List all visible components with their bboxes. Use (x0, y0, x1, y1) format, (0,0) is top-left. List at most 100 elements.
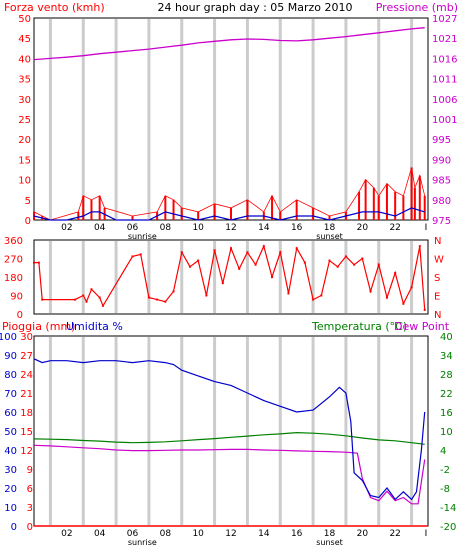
x-tick-label: I (425, 223, 428, 233)
wind-direction-point (156, 298, 159, 301)
x-tick-label: 20 (357, 529, 369, 539)
wind-speed-title: Forza vento (kmh) (4, 1, 105, 14)
x-tick-label: 12 (225, 529, 236, 539)
pressure-tick-label: 1021 (432, 34, 457, 45)
rain-tick-label: 0 (27, 522, 33, 533)
direction-compass-tick-label: N (434, 310, 441, 321)
pressure-title: Pressione (mb) (376, 1, 458, 14)
direction-degrees-axis: 0 90 180 270 360 (4, 236, 23, 321)
rain-humidity-plot-border (33, 335, 429, 527)
x-tick-label: 22 (389, 223, 400, 233)
wind-direction-point (262, 245, 265, 248)
x-tick-label: I (425, 529, 428, 539)
wind-speed-tick-label: 45 (18, 34, 31, 45)
wind-direction-plot-border (33, 239, 429, 315)
rain-title: Pioggia (mm) (2, 320, 75, 333)
direction-compass-tick-label: S (434, 273, 440, 284)
wind-direction-point (74, 298, 77, 301)
wind-direction-point (394, 271, 397, 274)
wind-direction-point (230, 247, 232, 250)
humidity-tick-label: 60 (4, 408, 17, 419)
direction-degree-tick-label: 90 (10, 292, 23, 303)
humidity-tick-label: 100 (0, 332, 17, 343)
wind-direction-point (197, 259, 200, 262)
rain-humidity-grid (48, 337, 414, 525)
direction-degree-tick-label: 0 (17, 310, 23, 321)
humidity-tick-label: 40 (4, 446, 17, 457)
wind-direction-point (180, 251, 183, 254)
wind-speed-tick-label: 35 (18, 75, 31, 86)
pressure-tick-label: 1011 (432, 75, 457, 86)
wind-direction-point (320, 294, 323, 297)
humidity-title: Umidita % (66, 320, 123, 333)
pressure-tick-label: 980 (432, 196, 451, 207)
wind-average-line (33, 207, 425, 221)
wind-pressure-panel: 0 5 10 15 20 25 30 35 40 45 50 975 980 985 990 995 1001… (18, 14, 457, 241)
wind-gust-line (33, 167, 426, 221)
pressure-tick-label: 1027 (432, 14, 457, 25)
humidity-tick-label: 70 (4, 389, 17, 400)
wind-direction-point (353, 263, 356, 266)
wind-speed-tick-label: 30 (18, 95, 31, 106)
wind-direction-point (172, 290, 175, 293)
x-tick-label: 12 (225, 223, 236, 233)
x-tick-label: 06 (127, 529, 139, 539)
wind-direction-point (271, 276, 274, 278)
x-tick-label: 14 (258, 223, 270, 233)
x-tick-label: 10 (192, 529, 204, 539)
pressure-line (33, 27, 425, 61)
humidity-tick-label: 80 (4, 370, 17, 381)
x-tick-label: 10 (192, 223, 204, 233)
pressure-tick-label: 1006 (432, 95, 457, 106)
wind-speed-tick-label: 10 (18, 176, 31, 187)
humidity-tick-label: 20 (4, 484, 17, 495)
temperature-tick-label: 22 (440, 389, 453, 400)
humidity-tick-label: 10 (4, 503, 17, 514)
temperature-tick-label: -20 (440, 522, 456, 533)
pressure-tick-label: 1016 (432, 54, 457, 65)
x-tick-label: 02 (61, 223, 72, 233)
pressure-tick-label: 985 (432, 176, 451, 187)
wind-speed-tick-label: 50 (18, 14, 31, 25)
wind-direction-point (402, 302, 405, 305)
wind-direction-line (34, 244, 426, 310)
wind-direction-point (336, 265, 339, 268)
pressure-axis: 975 980 985 990 995 1001 1006 1011 1016 1021 1027 (432, 14, 457, 227)
wind-direction-point (221, 282, 224, 285)
temperature-title: Temperatura (°C) (311, 320, 407, 333)
direction-compass-tick-label: W (434, 255, 444, 266)
wind-direction-point (377, 263, 380, 266)
rain-tick-label: 27 (20, 351, 33, 362)
x-tick-label: 16 (291, 529, 303, 539)
wind-direction-point (98, 296, 101, 299)
pressure-tick-label: 995 (432, 135, 451, 146)
pressure-tick-label: 975 (432, 216, 451, 227)
x-tick-label: 04 (94, 223, 106, 233)
humidity-tick-label: 0 (11, 522, 17, 533)
wind-direction-point (164, 300, 167, 303)
pressure-tick-label: 990 (432, 155, 451, 166)
temperature-tick-label: 4 (440, 446, 446, 457)
wind-speed-tick-label: 15 (18, 155, 31, 166)
direction-degree-tick-label: 270 (4, 255, 23, 266)
wind-direction-point (287, 292, 290, 295)
wind-direction-point (238, 267, 241, 270)
wind-direction-point (328, 259, 331, 262)
rain-tick-label: 24 (20, 370, 33, 381)
sunset-label: sunset (316, 538, 343, 547)
x-tick-label: 14 (258, 529, 270, 539)
direction-compass-tick-label: E (434, 292, 440, 303)
wind-direction-point (295, 247, 298, 250)
wind-direction-point (246, 251, 249, 254)
wind-direction-point (82, 294, 85, 297)
wind-speed-axis: 0 5 10 15 20 25 30 35 40 45 50 (18, 14, 31, 227)
temperature-tick-label: 10 (440, 427, 453, 438)
wind-direction-point (205, 294, 208, 297)
wind-direction-series (33, 244, 426, 311)
wind-speed-tick-label: 20 (18, 135, 31, 146)
wind-direction-point (139, 253, 142, 256)
